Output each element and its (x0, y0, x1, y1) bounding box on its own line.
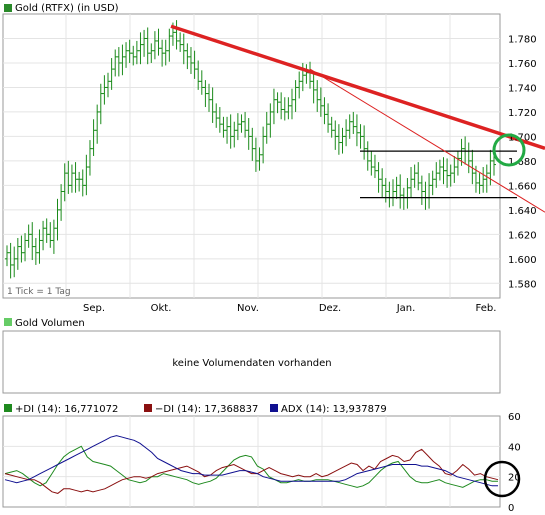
price-panel: 1.580 1.600 1.620 1.640 1.660 1.680 1.700 1.720… (2, 3, 545, 314)
indicator-y-tick-label: 60 (508, 412, 521, 423)
indicator-highlight-circle (483, 460, 521, 498)
price-y-tick-label: 1.660 (508, 181, 537, 192)
indicator-series-line (4, 448, 499, 494)
volume-message: keine Volumendaten vorhanden (172, 358, 331, 369)
price-trendlines (170, 24, 545, 213)
price-bars (5, 20, 496, 279)
indicator-legend-label: ADX (14): 13,937879 (281, 404, 387, 415)
indicator-plot-frame (2, 415, 501, 508)
indicator-legend-label: +DI (14): 16,771072 (15, 404, 118, 415)
volume-legend-swatch (4, 318, 12, 326)
price-grid (3, 14, 500, 298)
price-x-tick-label: Feb. (476, 303, 497, 314)
price-x-tick-label: Jan. (396, 303, 416, 314)
indicator-y-tick-label: 0 (508, 503, 514, 514)
indicator-y-tick-label: 40 (508, 442, 521, 453)
price-y-tick-label: 1.580 (508, 279, 537, 290)
indicator-y-tick-labels: 0 20 40 60 (508, 412, 521, 514)
trendline (170, 24, 545, 150)
indicator-legend-swatch (144, 404, 152, 412)
indicator-legend: +DI (14): 16,771072 −DI (14): 17,368837 AD… (4, 404, 387, 415)
price-y-tick-label: 1.740 (508, 83, 537, 94)
price-y-tick-label: 1.700 (508, 132, 537, 143)
price-y-tick-label: 1.760 (508, 59, 537, 70)
price-levels (360, 150, 517, 199)
price-y-tick-label: 1.620 (508, 230, 537, 241)
price-y-tick-label: 1.780 (508, 34, 537, 45)
price-y-tick-label: 1.640 (508, 206, 537, 217)
tick-note: 1 Tick = 1 Tag (7, 287, 71, 297)
volume-plot-frame (2, 330, 501, 394)
indicator-legend-swatch (4, 404, 12, 412)
indicator-series-line (4, 435, 498, 487)
indicator-legend-swatch (270, 404, 278, 412)
trendline (309, 68, 545, 213)
price-y-tick-label: 1.680 (508, 157, 537, 168)
price-x-tick-label: Sep. (83, 303, 105, 314)
indicator-y-tick-label: 20 (508, 473, 521, 484)
price-x-tick-label: Nov. (237, 303, 259, 314)
price-highlight-circle (492, 133, 526, 167)
indicator-series-line (4, 445, 498, 488)
price-legend-swatch (4, 4, 12, 12)
volume-legend-label: Gold Volumen (15, 318, 85, 329)
price-y-tick-labels: 1.580 1.600 1.620 1.640 1.660 1.680 1.700 1.720… (508, 34, 537, 290)
price-x-tick-labels: Sep. Okt. Nov. Dez. Jan. Feb. (83, 303, 496, 314)
indicator-panel: +DI (14): 16,771072 −DI (14): 17,368837 AD… (2, 404, 521, 514)
price-y-tick-label: 1.720 (508, 108, 537, 119)
indicator-grid (3, 416, 500, 507)
price-x-tick-label: Dez. (319, 303, 341, 314)
price-x-tick-label: Okt. (151, 303, 172, 314)
price-plot-frame (2, 13, 501, 299)
volume-panel: Gold Volumen keine Volumendaten vorhande… (2, 318, 501, 394)
indicator-lines (4, 435, 499, 494)
indicator-legend-label: −DI (14): 17,368837 (155, 404, 258, 415)
price-legend-label: Gold (RTFX) (in USD) (15, 3, 119, 14)
price-y-tick-label: 1.600 (508, 255, 537, 266)
